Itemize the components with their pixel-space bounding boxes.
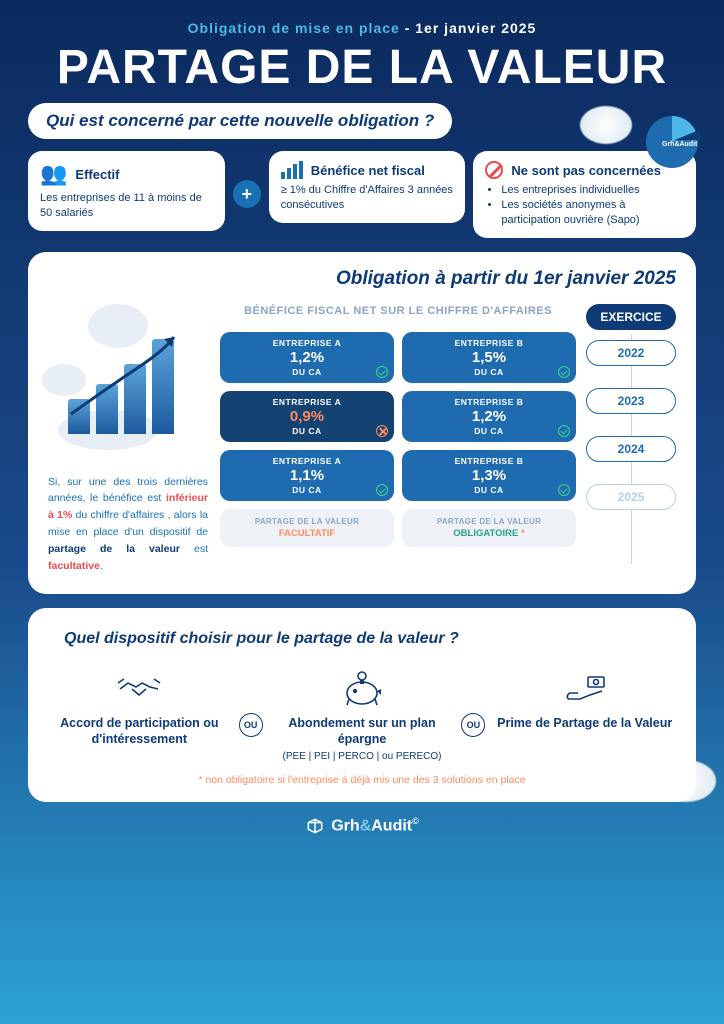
section2-title: Obligation à partir du 1er janvier 2025 [48,268,676,290]
data-b-2024: ENTREPRISE B 1,3% DU CA [402,450,576,501]
check-icon [376,366,388,378]
ou-separator: OU [239,713,263,737]
plus-icon: + [233,180,261,208]
option-accord: Accord de participation ou d'intéresseme… [48,668,231,747]
year-2022: 2022 [586,340,676,366]
option-prime: Prime de Partage de la Valeur [493,668,676,732]
check-icon [376,484,388,496]
brand-amp: & [360,817,372,834]
data-b-2023: ENTREPRISE B 1,2% DU CA [402,391,576,442]
year-header: EXERCICE [586,304,676,330]
result-a: PARTAGE DE LA VALEUR FACULTATIF [220,509,394,548]
bars-icon [281,161,303,179]
excl-item-2: Les sociétés anonymes à participation ou… [501,198,684,228]
section1-question: Qui est concerné par cette nouvelle obli… [28,103,452,139]
excl-item-1: Les entreprises individuelles [501,183,684,198]
ou-separator: OU [461,713,485,737]
section-dispositif: Quel dispositif choisir pour le partage … [28,608,696,801]
data-a-2023: ENTREPRISE A 0,9% DU CA [220,391,394,442]
brand-footer: Grh&Audit© [28,816,696,836]
crit-benefice-body: ≥ 1% du Chiffre d'Affaires 3 années cons… [281,183,454,213]
section3-question: Quel dispositif choisir pour le partage … [48,624,475,654]
data-a-2024: ENTREPRISE A 1,1% DU CA [220,450,394,501]
piggy-bank-icon [271,668,454,710]
cross-icon [376,425,388,437]
year-timeline: EXERCICE 2022 2023 2024 2025 [586,304,676,575]
handshake-icon [48,668,231,710]
data-a-2022: ENTREPRISE A 1,2% DU CA [220,332,394,383]
check-icon [558,484,570,496]
criteria-effectif: 👥 Effectif Les entreprises de 11 à moins… [28,151,225,231]
crit-effectif-title: Effectif [75,167,119,182]
check-icon [558,366,570,378]
crit-effectif-body: Les entreprises de 11 à moins de 50 sala… [40,191,213,221]
forbidden-icon [485,161,503,179]
brand-suffix: Audit [371,817,412,834]
opt2-title: Abondement sur un plan épargne [271,716,454,747]
opt1-title: Accord de participation ou d'intéresseme… [48,716,231,747]
option-abondement: Abondement sur un plan épargne (PEE | PE… [271,668,454,761]
year-2025: 2025 [586,484,676,510]
subtitle-sep: - [400,20,415,36]
data-b-2022: ENTREPRISE B 1,5% DU CA [402,332,576,383]
money-hand-icon [493,668,676,710]
opt2-sub: (PEE | PEI | PERCO | ou PERECO) [271,751,454,762]
people-icon: 👥 [40,161,67,187]
check-icon [558,425,570,437]
year-2023: 2023 [586,388,676,414]
main-title: PARTAGE DE LA VALEUR [28,40,696,95]
subtitle: Obligation de mise en place - 1er janvie… [28,20,696,36]
section-obligation: Obligation à partir du 1er janvier 2025 … [28,252,696,595]
result-b: PARTAGE DE LA VALEUR OBLIGATOIRE * [402,509,576,548]
footnote: * non obligatoire si l'entreprise à déjà… [48,774,676,786]
brand-logo-icon [305,816,325,836]
crit-benefice-title: Bénéfice net fiscal [311,163,425,178]
brand-copy: © [412,816,419,826]
brand-name: Grh [331,817,359,834]
growth-chart-illustration [48,304,208,454]
header: Obligation de mise en place - 1er janvie… [28,20,696,95]
year-2024: 2024 [586,436,676,462]
subtitle-date: 1er janvier 2025 [415,20,536,36]
opt3-title: Prime de Partage de la Valeur [493,716,676,732]
subtitle-blue: Obligation de mise en place [188,20,400,36]
explanatory-note: Si, sur une des trois dernières années, … [48,474,208,575]
svg-text:Grh&Audit: Grh&Audit [662,141,698,148]
benefice-header: BÉNÉFICE FISCAL NET SUR LE CHIFFRE D'AFF… [220,304,576,318]
criteria-benefice: Bénéfice net fiscal ≥ 1% du Chiffre d'Af… [269,151,466,223]
pie-chart-badge: Grh&Audit [614,110,704,180]
